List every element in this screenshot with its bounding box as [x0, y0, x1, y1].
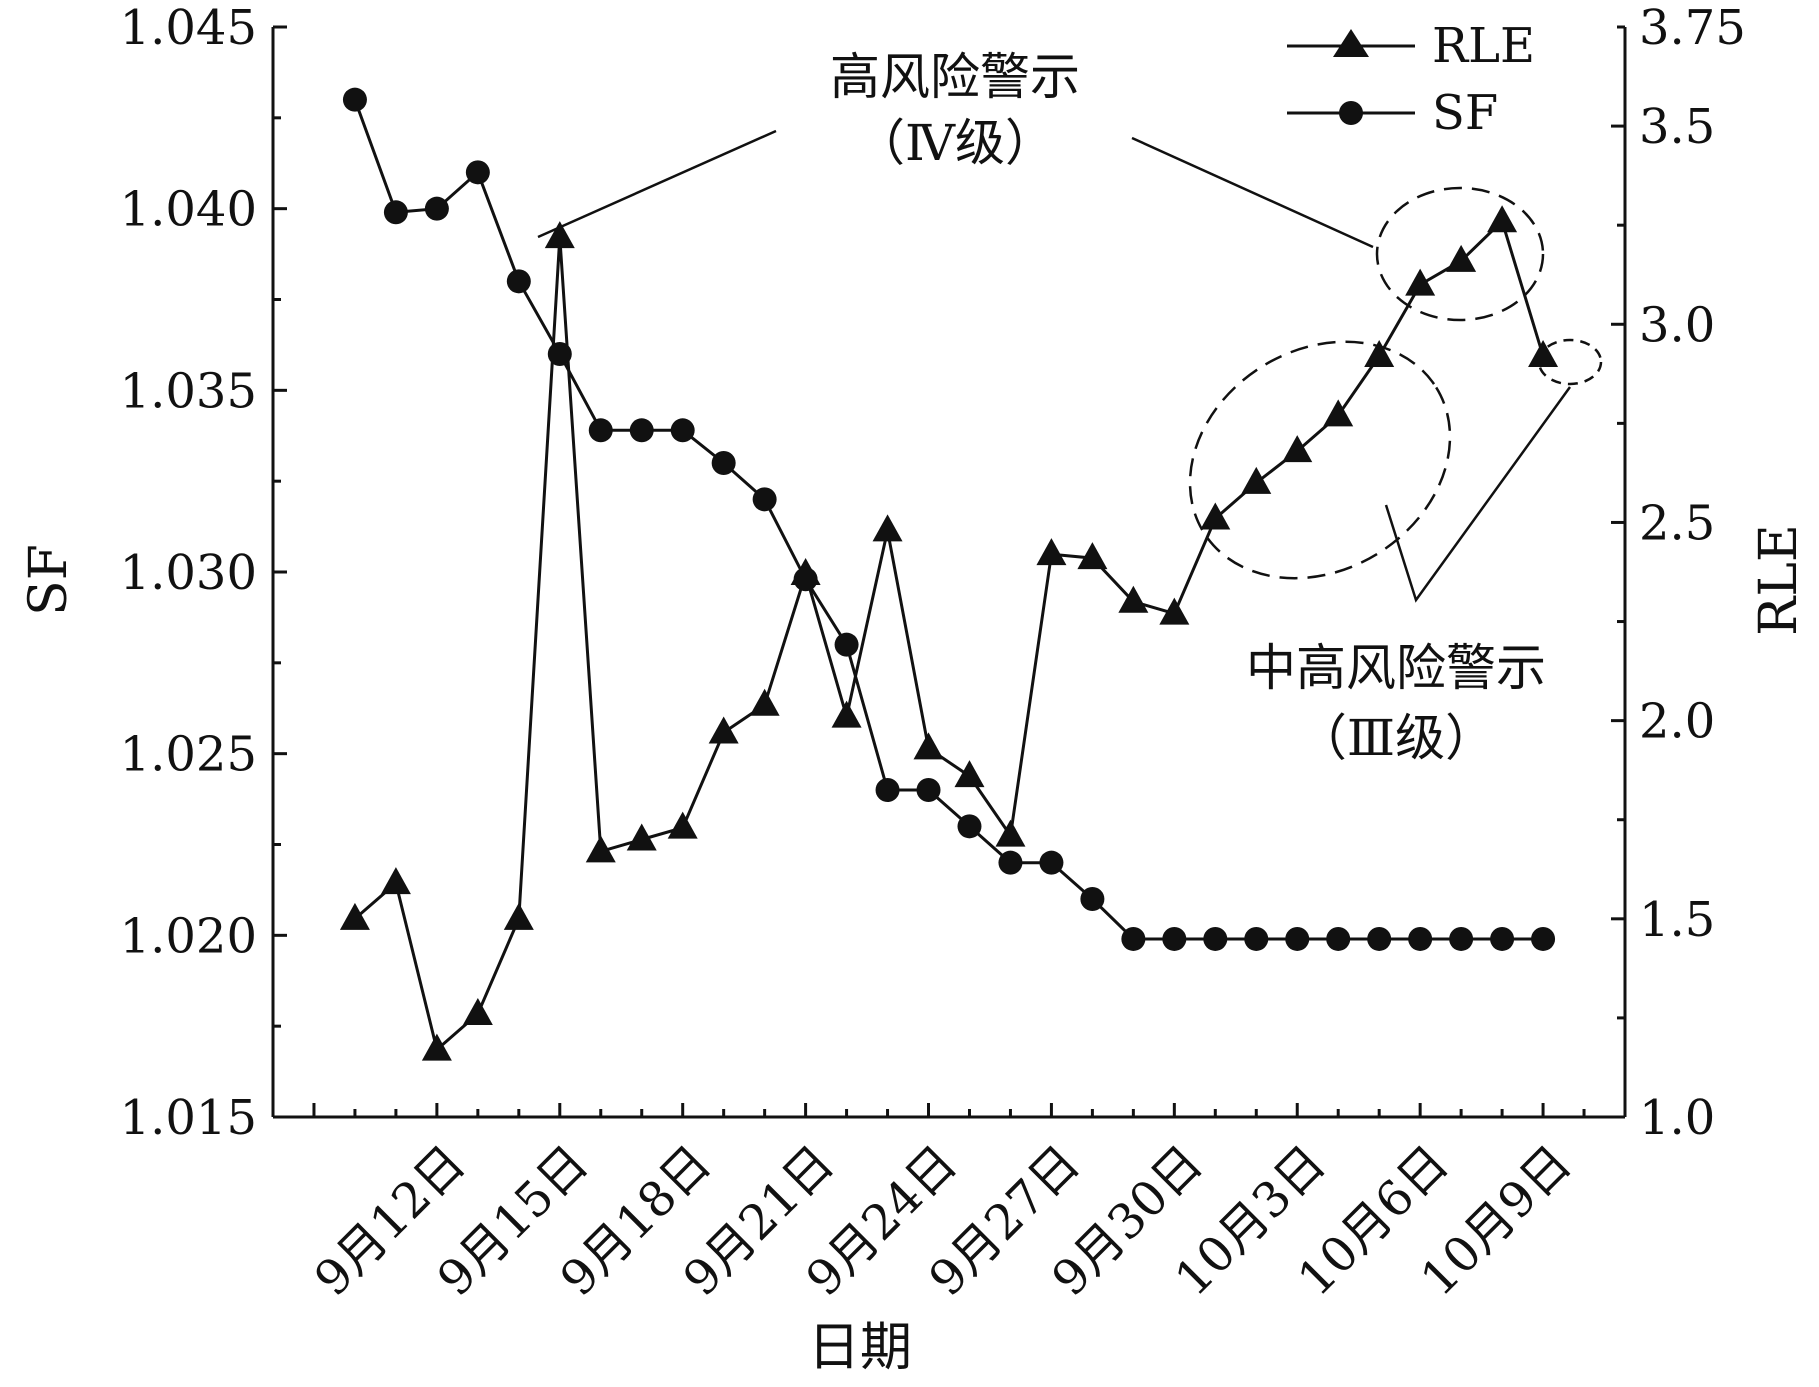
rle-series-line [353, 218, 1545, 1053]
sf-point [1367, 926, 1392, 951]
high-risk-pointer-left [537, 129, 777, 239]
sf-point [342, 87, 367, 112]
sf-point [1244, 926, 1269, 951]
y-right-tick-label: 2.5 [1639, 495, 1715, 551]
rle-point [749, 688, 780, 716]
sf-series-line [353, 99, 1544, 941]
high-risk-line1: 高风险警示 [830, 48, 1080, 106]
rle-point [1487, 205, 1518, 233]
rle-point [1446, 244, 1477, 272]
sf-point [834, 632, 859, 657]
y-right-tick-label: 2.0 [1639, 694, 1715, 750]
sf-point [629, 418, 654, 443]
y-right-tick-label: 3.5 [1639, 99, 1715, 155]
sf-point [1408, 926, 1433, 951]
mid-high-risk-annotation: 中高风险警示 （Ⅲ级） [1188, 338, 1603, 767]
mid-high-risk-line2: （Ⅲ级） [1297, 709, 1495, 767]
high-risk-ellipse [1375, 186, 1545, 322]
x-axis-title: 日期 [808, 1318, 912, 1378]
sf-point [1039, 850, 1064, 875]
mid-high-risk-small-ellipse [1537, 338, 1603, 386]
y-left-tick-label: 1.015 [120, 1090, 257, 1146]
y-left-tick-label: 1.025 [120, 727, 257, 783]
sf-point [875, 778, 900, 802]
sf-point [998, 850, 1023, 875]
sf-point [793, 567, 818, 592]
sf-point [1531, 926, 1556, 951]
rle-point [585, 835, 616, 863]
legend-sf-label: SF [1432, 85, 1498, 141]
sf-point [1285, 926, 1310, 951]
rle-point [1200, 502, 1231, 530]
rle-point [1364, 339, 1395, 367]
high-risk-pointer-right [1131, 136, 1374, 249]
rle-point [1282, 435, 1313, 463]
rle-point [995, 819, 1026, 847]
sf-point [670, 418, 695, 443]
sf-point [916, 778, 941, 802]
rle-point [708, 716, 739, 744]
rle-point [544, 221, 575, 249]
legend-rle-label: RLE [1432, 18, 1535, 74]
rle-point [1036, 538, 1067, 566]
sf-point [1080, 887, 1105, 911]
mid-high-risk-pointer [1384, 386, 1572, 603]
rle-point [831, 700, 862, 728]
y-left-tick-label: 1.020 [120, 908, 257, 964]
y-left-tick-label: 1.040 [120, 182, 257, 238]
rle-point [1241, 466, 1272, 494]
y-axis-left-title: SF [19, 544, 79, 616]
sf-point [465, 160, 490, 185]
sf-point [1162, 926, 1187, 951]
legend-sf-marker [1339, 101, 1363, 125]
sf-point [1121, 926, 1146, 951]
sf-point [711, 451, 736, 475]
rle-point [872, 514, 903, 542]
sf-point [547, 342, 572, 366]
rle-point [1159, 597, 1190, 625]
sf-point [1203, 926, 1228, 951]
sf-point [588, 418, 613, 443]
rle-point [1405, 268, 1436, 296]
y-left-tick-label: 1.030 [120, 545, 257, 601]
rle-point [339, 902, 370, 930]
y-right-tick-label: 3.0 [1639, 297, 1715, 353]
rle-point [913, 732, 944, 760]
sf-point [1449, 926, 1474, 951]
rle-point [667, 811, 698, 839]
y-right-tick-label: 1.0 [1639, 1090, 1715, 1146]
rle-point [1077, 542, 1108, 570]
rle-point [503, 902, 534, 930]
sf-point [1326, 926, 1351, 951]
sf-point [424, 196, 449, 221]
sf-point [383, 200, 408, 225]
sf-point [957, 814, 982, 839]
y-axis-right-title: RLE [1749, 524, 1809, 636]
y-right-tick-label: 3.75 [1639, 0, 1746, 56]
high-risk-annotation: 高风险警示 （Ⅳ级） [537, 48, 1545, 322]
sf-point [752, 487, 777, 512]
sf-point [506, 269, 531, 294]
rle-point [1528, 339, 1559, 367]
rle-point [626, 823, 657, 851]
rle-point [421, 1033, 452, 1061]
rle-point [1118, 585, 1149, 613]
legend: RLE SF [1287, 18, 1535, 141]
high-risk-line2: （Ⅳ级） [855, 114, 1055, 172]
rle-point [1323, 399, 1354, 427]
y-left-tick-label: 1.045 [120, 0, 257, 56]
rle-point [954, 760, 985, 788]
rle-point [380, 867, 411, 895]
sf-point [1490, 926, 1515, 951]
y-left-tick-label: 1.035 [120, 363, 257, 419]
y-right-tick-label: 1.5 [1639, 892, 1715, 948]
legend-rle-marker [1333, 29, 1369, 57]
rle-point [462, 997, 493, 1025]
mid-high-risk-line1: 中高风险警示 [1246, 639, 1546, 697]
mid-high-risk-ellipse [1188, 340, 1452, 580]
